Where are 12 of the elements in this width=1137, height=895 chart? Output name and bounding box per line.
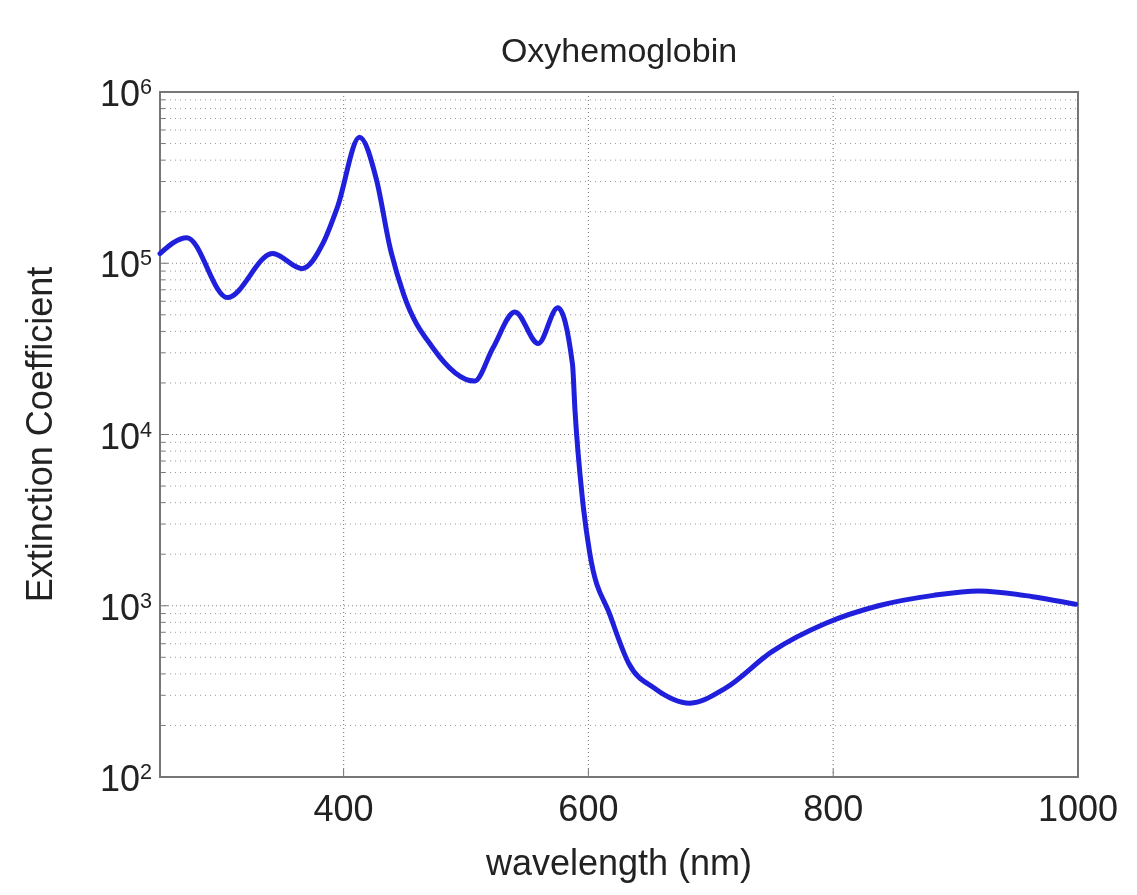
chart-title: Oxyhemoglobin [500,31,738,69]
x-tick-label: 800 [803,788,864,829]
y-tick-label: 10$^{5}$ [99,244,152,286]
x-tick-label: 600 [558,788,619,829]
y-axis-title: Extinction Coefficient [19,266,60,603]
y-tick-label: 10$^{2}$ [99,758,152,799]
y-tick-label: 10$^{3}$ [99,586,152,628]
y-tick-label: 10$^{4}$ [99,415,152,457]
x-axis-title: wavelength (nm) [484,842,753,883]
x-tick-label: 400 [313,788,374,829]
x-tick-label: 1000 [1037,788,1119,829]
y-tick-label: 10$^{6}$ [99,73,152,114]
